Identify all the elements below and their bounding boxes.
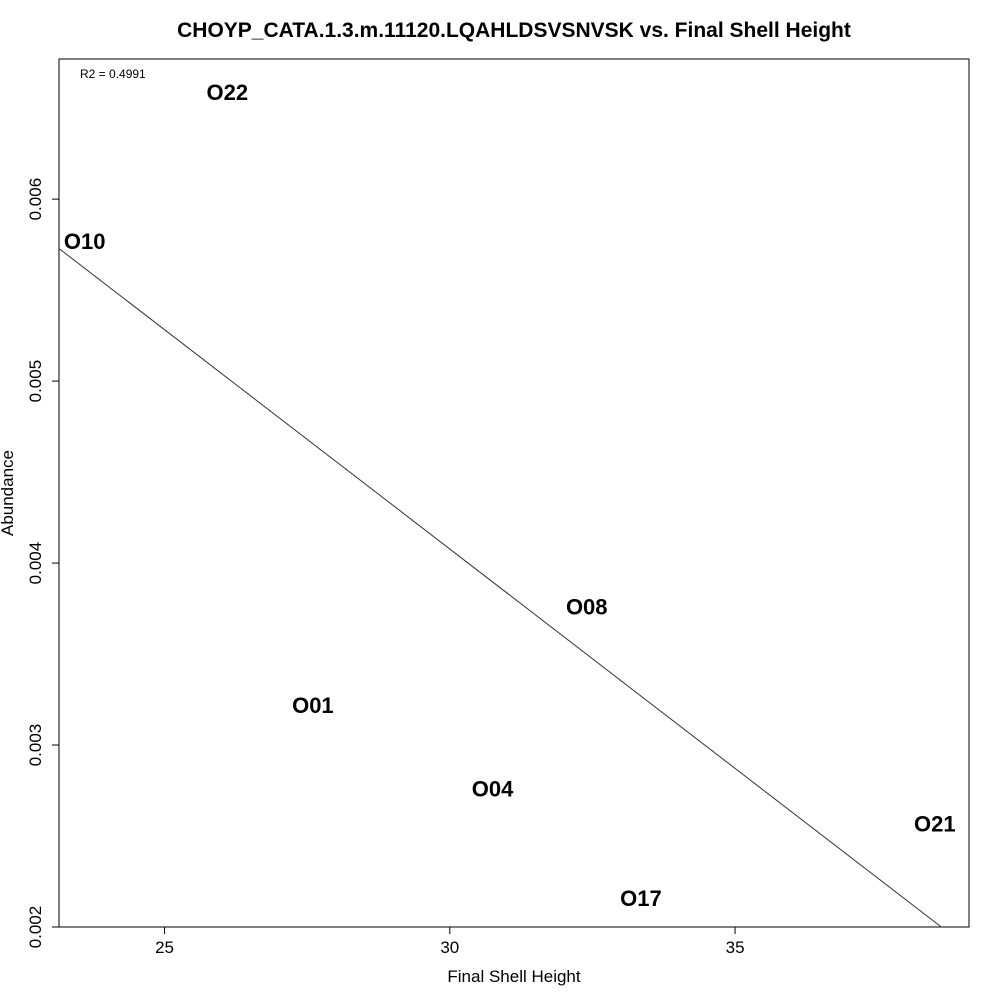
y-tick-label: 0.005 [26,360,45,403]
y-axis: 0.002 0.003 0.004 0.005 0.006 [26,59,60,949]
r2-annotation: R2 = 0.4991 [80,67,146,81]
chart-title: CHOYP_CATA.1.3.m.11120.LQAHLDSVSNVSK vs.… [177,19,851,42]
y-tick-label: 0.003 [26,724,45,767]
point-label-O21: O21 [914,811,956,836]
x-tick-label: 30 [440,938,459,957]
y-axis-label: Abundance [0,450,17,536]
x-tick-label: 25 [155,938,174,957]
y-tick-label: 0.006 [26,178,45,221]
x-axis: 25 30 35 [59,926,969,957]
point-label-O10: O10 [64,229,106,254]
plot-frame [58,58,970,928]
x-axis-label: Final Shell Height [447,967,581,986]
points-layer: O22 O10 O08 O01 O04 O21 O17 [64,80,956,911]
y-tick-label: 0.004 [26,542,45,585]
point-label-O08: O08 [566,595,608,620]
point-label-O01: O01 [292,693,334,718]
point-label-O04: O04 [472,777,514,802]
x-tick-label: 35 [726,938,745,957]
fit-line-layer [58,248,942,928]
point-label-O17: O17 [620,886,662,911]
y-tick-label: 0.002 [26,906,45,949]
regression-line [58,248,942,928]
point-label-O22: O22 [207,80,249,105]
